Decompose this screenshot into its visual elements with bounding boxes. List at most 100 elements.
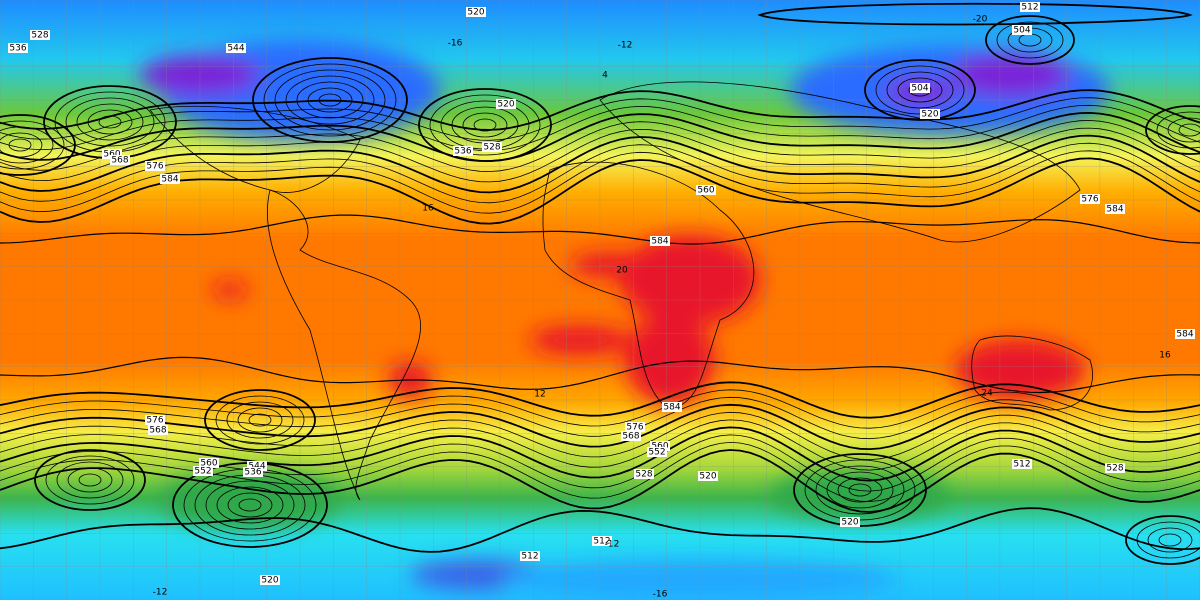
contour-ring (8, 138, 32, 152)
temperature-label: -12 (153, 588, 168, 598)
label-box (1080, 194, 1100, 204)
contour-line (0, 142, 1200, 204)
contour-line (0, 507, 1200, 553)
contour-label: 536 (9, 44, 26, 54)
contour-ring (237, 407, 283, 433)
label-box (662, 402, 682, 412)
contour-line (0, 89, 1200, 131)
contour-label: 584 (651, 237, 668, 247)
contour-label: 520 (497, 100, 514, 110)
contour-line (0, 150, 1200, 214)
contour-line (0, 134, 1200, 194)
contour-ring (252, 57, 408, 143)
contour-line (0, 403, 1200, 451)
temperature-label: -20 (973, 15, 988, 25)
label-box (160, 174, 180, 184)
temperature-label: -16 (448, 39, 463, 49)
label-box (1105, 204, 1125, 214)
contour-line (0, 111, 1200, 163)
label-box (910, 83, 930, 93)
temperature-label: 20 (616, 266, 628, 276)
contour-ring (837, 477, 883, 503)
contour-label: 528 (635, 470, 652, 480)
contour-ring (307, 87, 353, 113)
label-box (625, 422, 645, 432)
contour-label: 552 (648, 448, 665, 458)
contour-ring (318, 93, 342, 107)
contour-label: 576 (626, 423, 643, 433)
label-box (226, 43, 246, 53)
temperature-label: 24 (981, 389, 993, 399)
label-box (145, 415, 165, 425)
contour-ring (34, 449, 146, 511)
contour-label: 520 (261, 576, 278, 586)
contour-ring (1145, 105, 1200, 155)
label-box (102, 149, 122, 159)
contour-label: 576 (146, 416, 163, 426)
contour-line (0, 419, 1200, 471)
contour-ring (473, 118, 497, 132)
contour-label: 528 (31, 31, 48, 41)
label-box (260, 575, 280, 585)
contour-ring (462, 112, 508, 138)
temperature-label: -12 (618, 41, 633, 51)
label-box (482, 142, 502, 152)
label-box (453, 146, 473, 156)
contour-ring (205, 480, 295, 530)
contour-line (0, 449, 1200, 513)
contour-ring (429, 94, 541, 156)
contour-ring (815, 465, 905, 515)
label-box (1012, 25, 1032, 35)
contour-label: 552 (194, 467, 211, 477)
contour-ring (45, 455, 135, 505)
contour-label: 536 (244, 468, 261, 478)
label-box (8, 43, 28, 53)
label-box (1175, 329, 1195, 339)
contour-label: 504 (1013, 26, 1030, 36)
contour-label: 584 (1176, 330, 1193, 340)
contour-ring (897, 77, 943, 103)
label-box (696, 185, 716, 195)
contour-ring (274, 69, 386, 131)
label-box (520, 551, 540, 561)
contour-ring (227, 492, 273, 518)
contour-ring (56, 461, 124, 499)
contour-label: 512 (521, 552, 538, 562)
temperature-label: 16 (1159, 351, 1171, 361)
label-box (650, 441, 670, 451)
contour-ring (1136, 521, 1200, 559)
contour-label: 536 (454, 147, 471, 157)
label-box (145, 161, 165, 171)
label-box (1105, 463, 1125, 473)
contour-label: 576 (146, 162, 163, 172)
contour-label: 512 (1013, 460, 1030, 470)
label-box (592, 536, 612, 546)
contour-label: 560 (103, 150, 120, 160)
contour-ring (78, 473, 102, 487)
contour-ring (296, 81, 364, 119)
contour-line (0, 356, 1200, 394)
contour-ring (216, 486, 284, 524)
contour-ring (226, 401, 294, 439)
contour-ring (418, 88, 552, 162)
contour-label: 544 (248, 462, 265, 472)
contour-label: 504 (911, 84, 928, 94)
label-box (647, 447, 667, 457)
contour-label: 520 (699, 472, 716, 482)
label-box (466, 7, 486, 17)
contour-label: 528 (1106, 464, 1123, 474)
label-box (1020, 2, 1040, 12)
label-box (650, 236, 670, 246)
contour-ring (0, 132, 43, 158)
contour-ring (1147, 527, 1193, 553)
contour-ring (1156, 111, 1200, 149)
label-box (110, 155, 130, 165)
contour-line (0, 396, 1200, 440)
label-box (496, 99, 516, 109)
label-box (243, 467, 263, 477)
contour-ring (848, 483, 872, 497)
contour-label: 560 (200, 459, 217, 469)
label-box (698, 471, 718, 481)
label-box (193, 466, 213, 476)
